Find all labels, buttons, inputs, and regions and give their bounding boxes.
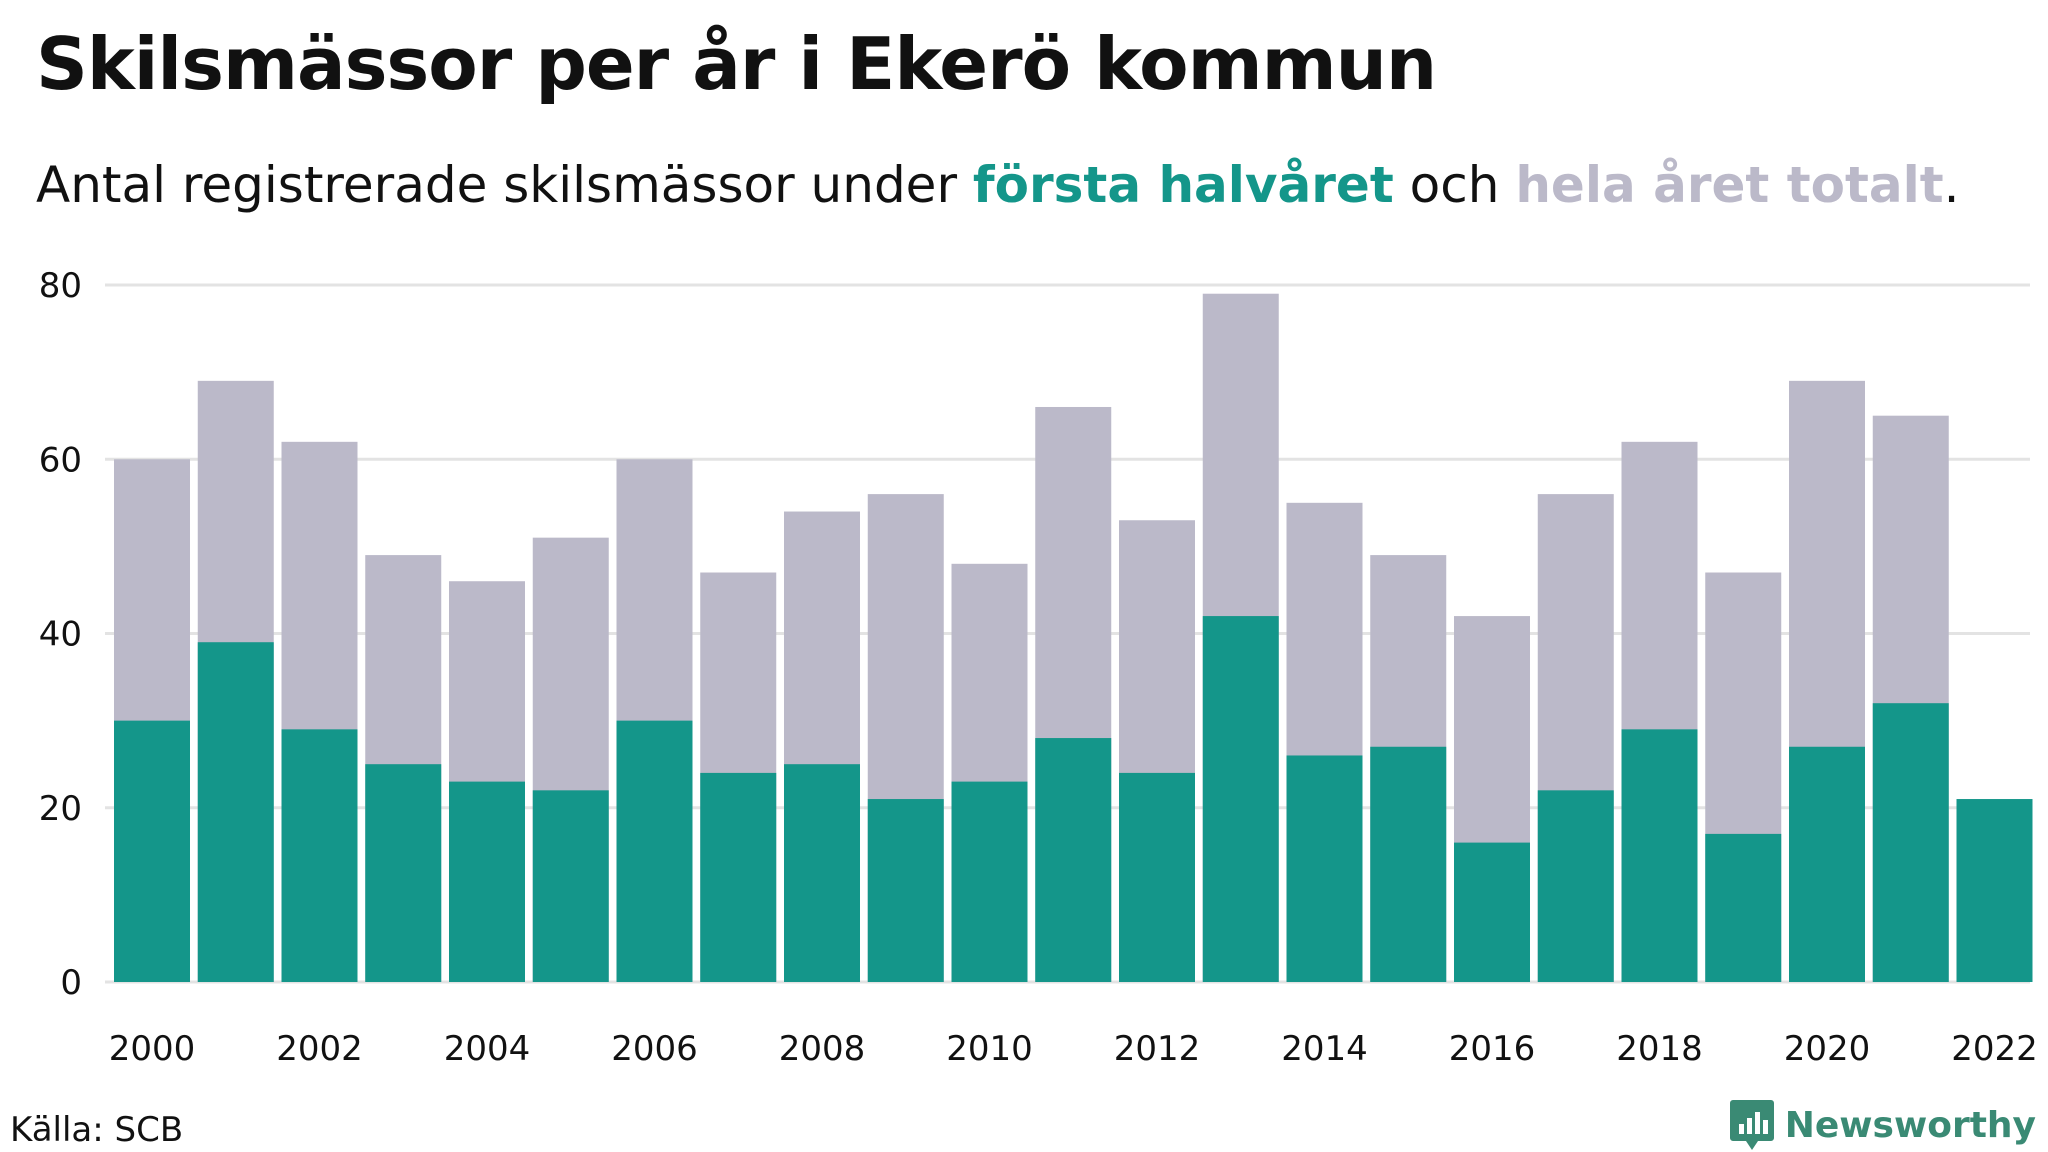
bar-first-half-2012 (1119, 772, 1195, 982)
brand-name: Newsworthy (1784, 1104, 2036, 1146)
newsworthy-logo-icon (1729, 1100, 1774, 1150)
chart-title: Skilsmässor per år i Ekerö kommun (36, 22, 1437, 106)
source-note: Källa: SCB (10, 1110, 184, 1150)
x-tick-label: 2018 (1616, 1029, 1703, 1069)
bar-first-half-2006 (616, 720, 693, 982)
subtitle-suffix: . (1943, 156, 1960, 214)
bar-first-half-2017 (1537, 790, 1614, 982)
x-tick-label: 2006 (611, 1029, 698, 1069)
bar-first-half-2019 (1705, 833, 1782, 982)
subtitle-legend-first-half: första halvåret (972, 156, 1394, 214)
bar-first-half-2004 (449, 781, 525, 982)
y-tick-label: 20 (39, 789, 82, 829)
x-tick-label: 2012 (1114, 1029, 1201, 1069)
bar-first-half-2009 (867, 799, 944, 982)
y-tick-label: 40 (39, 615, 82, 655)
bar-first-half-2003 (365, 764, 442, 982)
y-tick-label: 80 (39, 266, 82, 306)
x-tick-label: 2002 (276, 1029, 363, 1069)
subtitle-prefix: Antal registrerade skilsmässor under (36, 156, 973, 214)
bar-first-half-2018 (1621, 729, 1698, 982)
subtitle-middle: och (1393, 156, 1516, 214)
y-tick-label: 0 (60, 963, 82, 1003)
y-tick-label: 60 (39, 440, 82, 480)
bars (114, 293, 2033, 983)
bar-first-half-2014 (1286, 755, 1363, 982)
bar-first-half-2005 (532, 790, 609, 982)
x-tick-label: 2020 (1784, 1029, 1871, 1069)
bar-first-half-2011 (1035, 738, 1112, 982)
x-tick-label: 2004 (444, 1029, 531, 1069)
bar-first-half-2022 (1956, 799, 2033, 982)
x-tick-label: 2000 (109, 1029, 196, 1069)
bar-first-half-2013 (1202, 616, 1279, 982)
x-tick-label: 2016 (1449, 1029, 1536, 1069)
brand-logo: Newsworthy (1729, 1098, 2036, 1152)
bar-first-half-2015 (1370, 746, 1447, 982)
bar-first-half-2016 (1454, 842, 1530, 982)
y-axis-ticks: 0 20 40 60 80 (39, 266, 82, 1003)
bar-first-half-2021 (1872, 703, 1949, 982)
bar-first-half-2001 (197, 642, 274, 982)
x-tick-label: 2022 (1951, 1029, 2038, 1069)
chart-subtitle: Antal registrerade skilsmässor under för… (36, 156, 1960, 214)
bar-first-half-2002 (281, 729, 358, 982)
bar-first-half-2007 (700, 772, 777, 982)
bar-first-half-2000 (114, 720, 190, 982)
x-tick-label: 2008 (779, 1029, 866, 1069)
bar-first-half-2010 (951, 781, 1028, 982)
x-axis-ticks: 2000 2002 2004 2006 2008 2010 2012 2014 2016 2018… (109, 1029, 2038, 1069)
subtitle-legend-full-year: hela året totalt (1515, 156, 1944, 214)
bar-first-half-2008 (784, 764, 860, 982)
x-tick-label: 2010 (946, 1029, 1033, 1069)
x-tick-label: 2014 (1281, 1029, 1368, 1069)
bar-first-half-2020 (1789, 746, 1865, 982)
